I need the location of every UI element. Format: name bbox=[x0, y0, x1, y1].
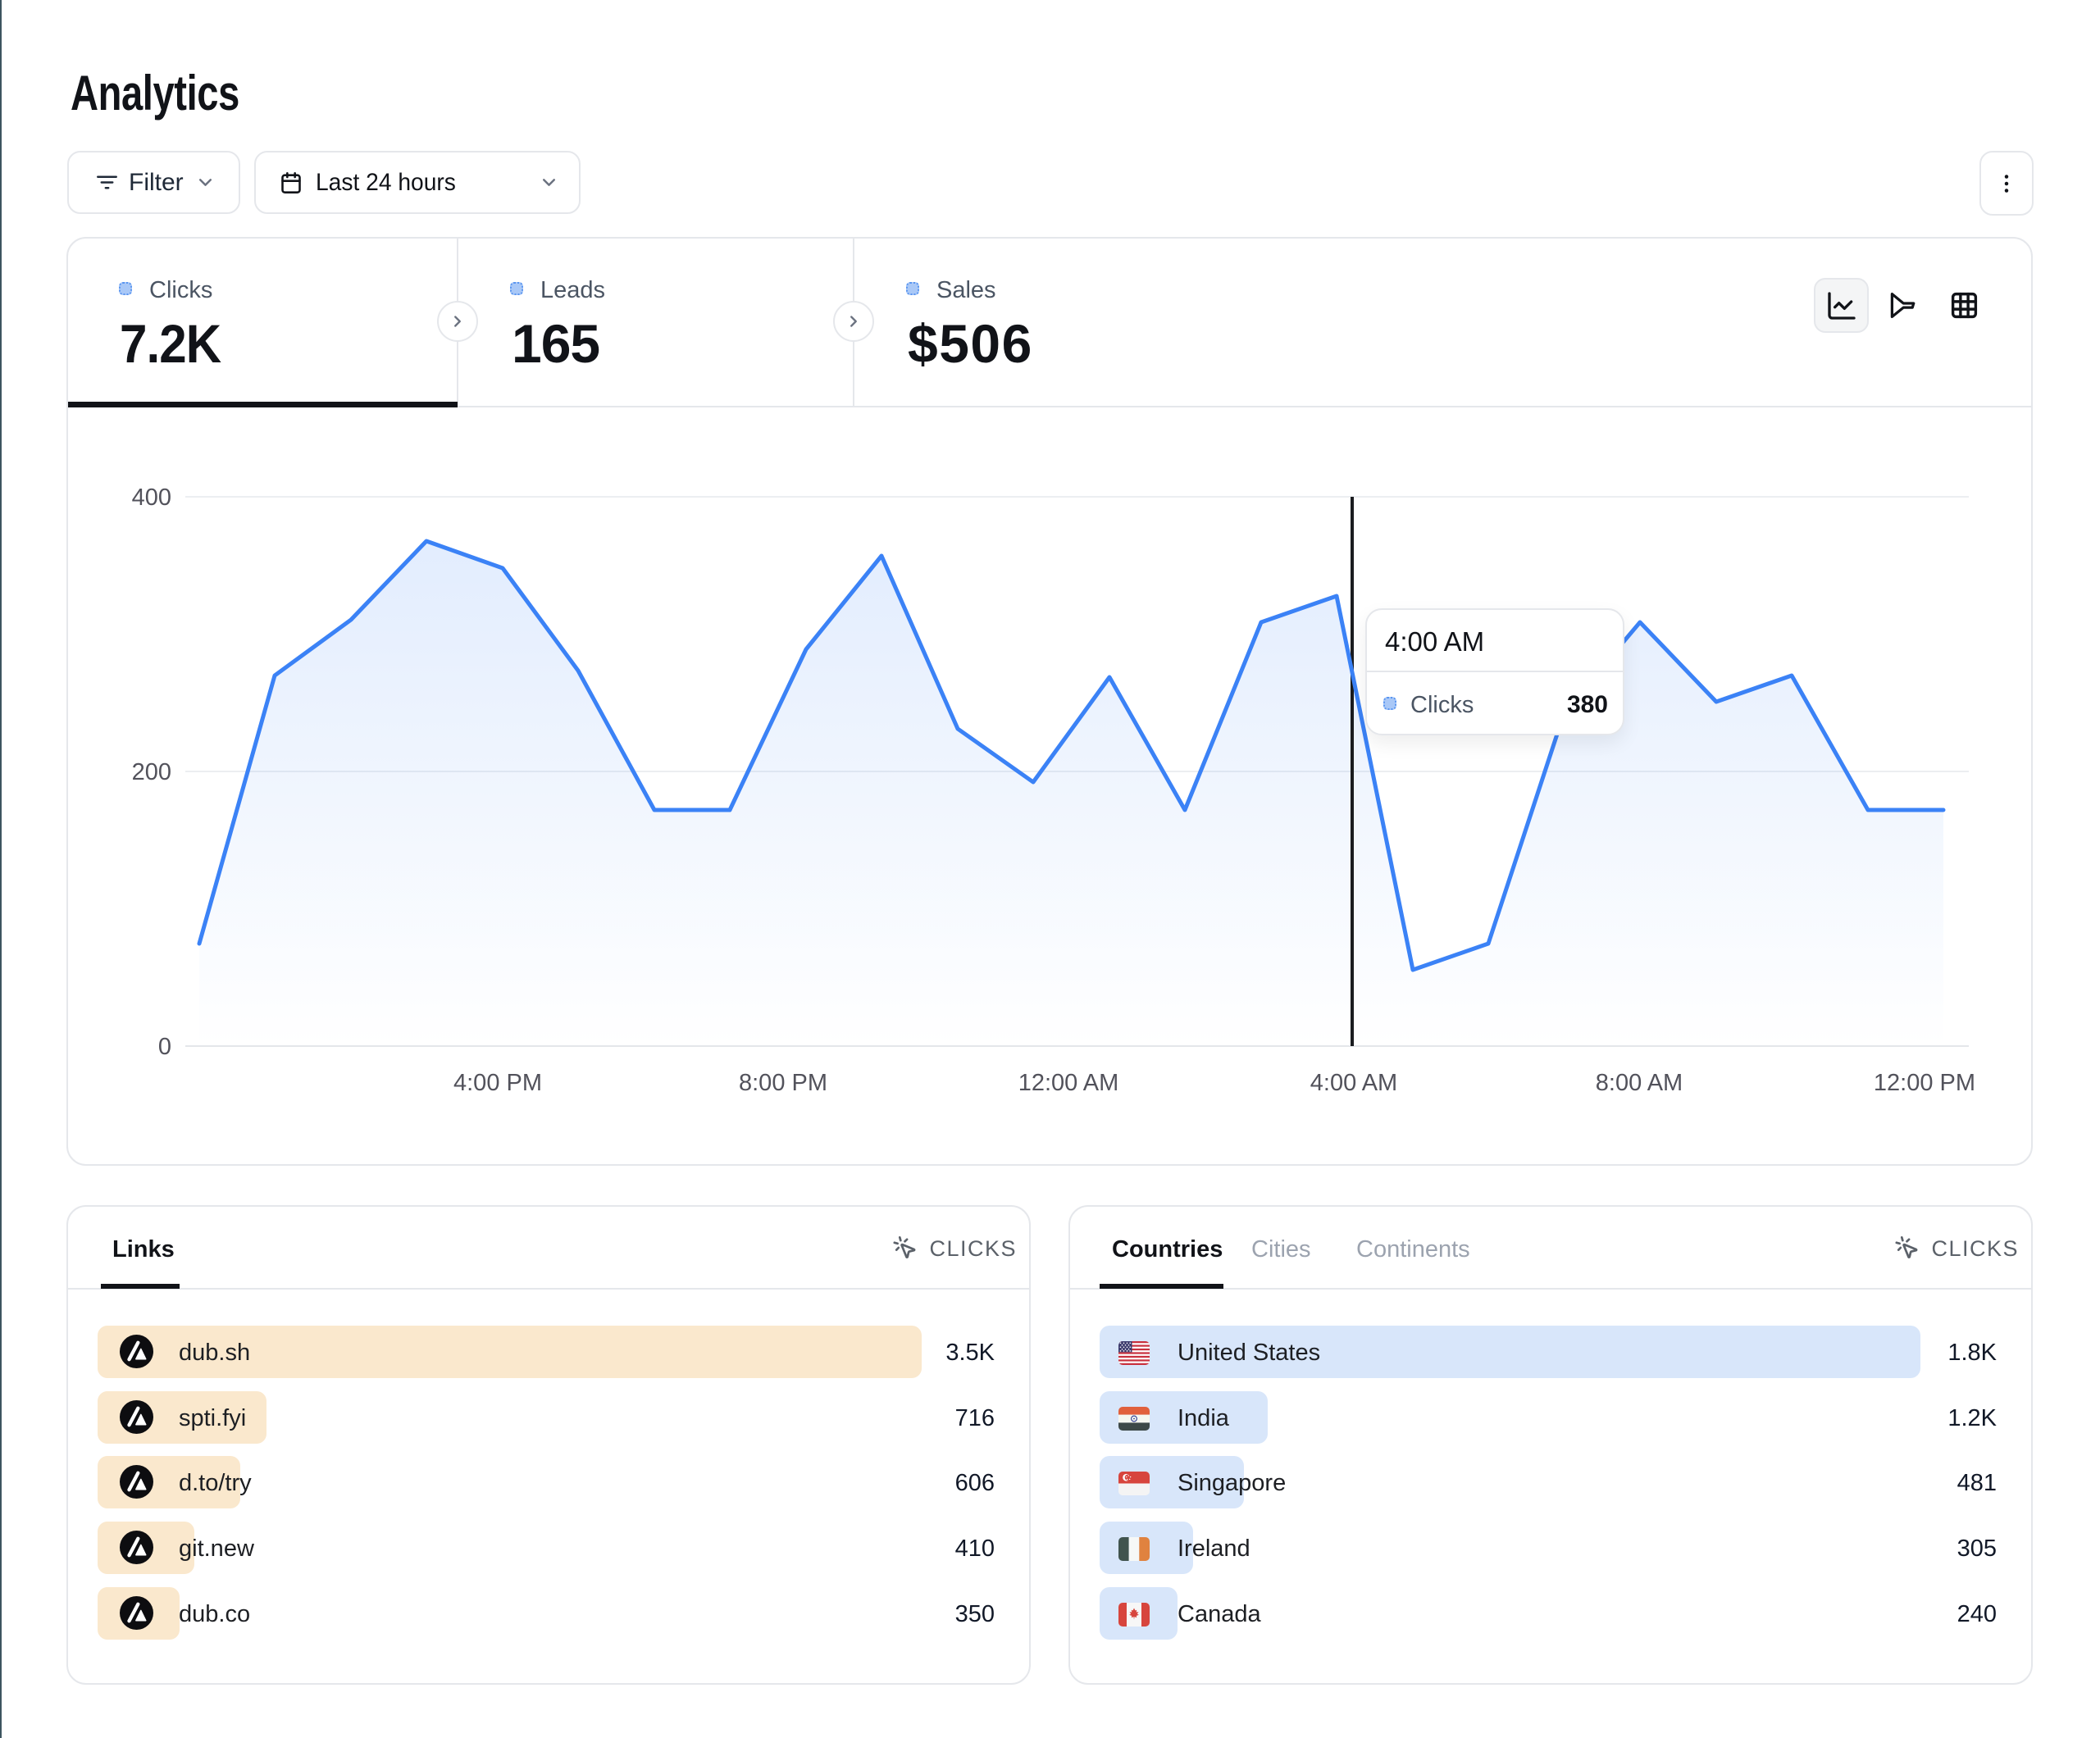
svg-text:12:00 PM: 12:00 PM bbox=[1874, 1070, 1975, 1096]
svg-text:8:00 AM: 8:00 AM bbox=[1596, 1070, 1683, 1096]
svg-text:200: 200 bbox=[132, 759, 171, 785]
svg-text:4:00 PM: 4:00 PM bbox=[453, 1070, 542, 1096]
svg-text:4:00 AM: 4:00 AM bbox=[1310, 1070, 1397, 1096]
svg-text:400: 400 bbox=[132, 485, 171, 511]
svg-text:0: 0 bbox=[158, 1034, 171, 1060]
svg-text:8:00 PM: 8:00 PM bbox=[739, 1070, 827, 1096]
svg-text:12:00 AM: 12:00 AM bbox=[1018, 1070, 1119, 1096]
